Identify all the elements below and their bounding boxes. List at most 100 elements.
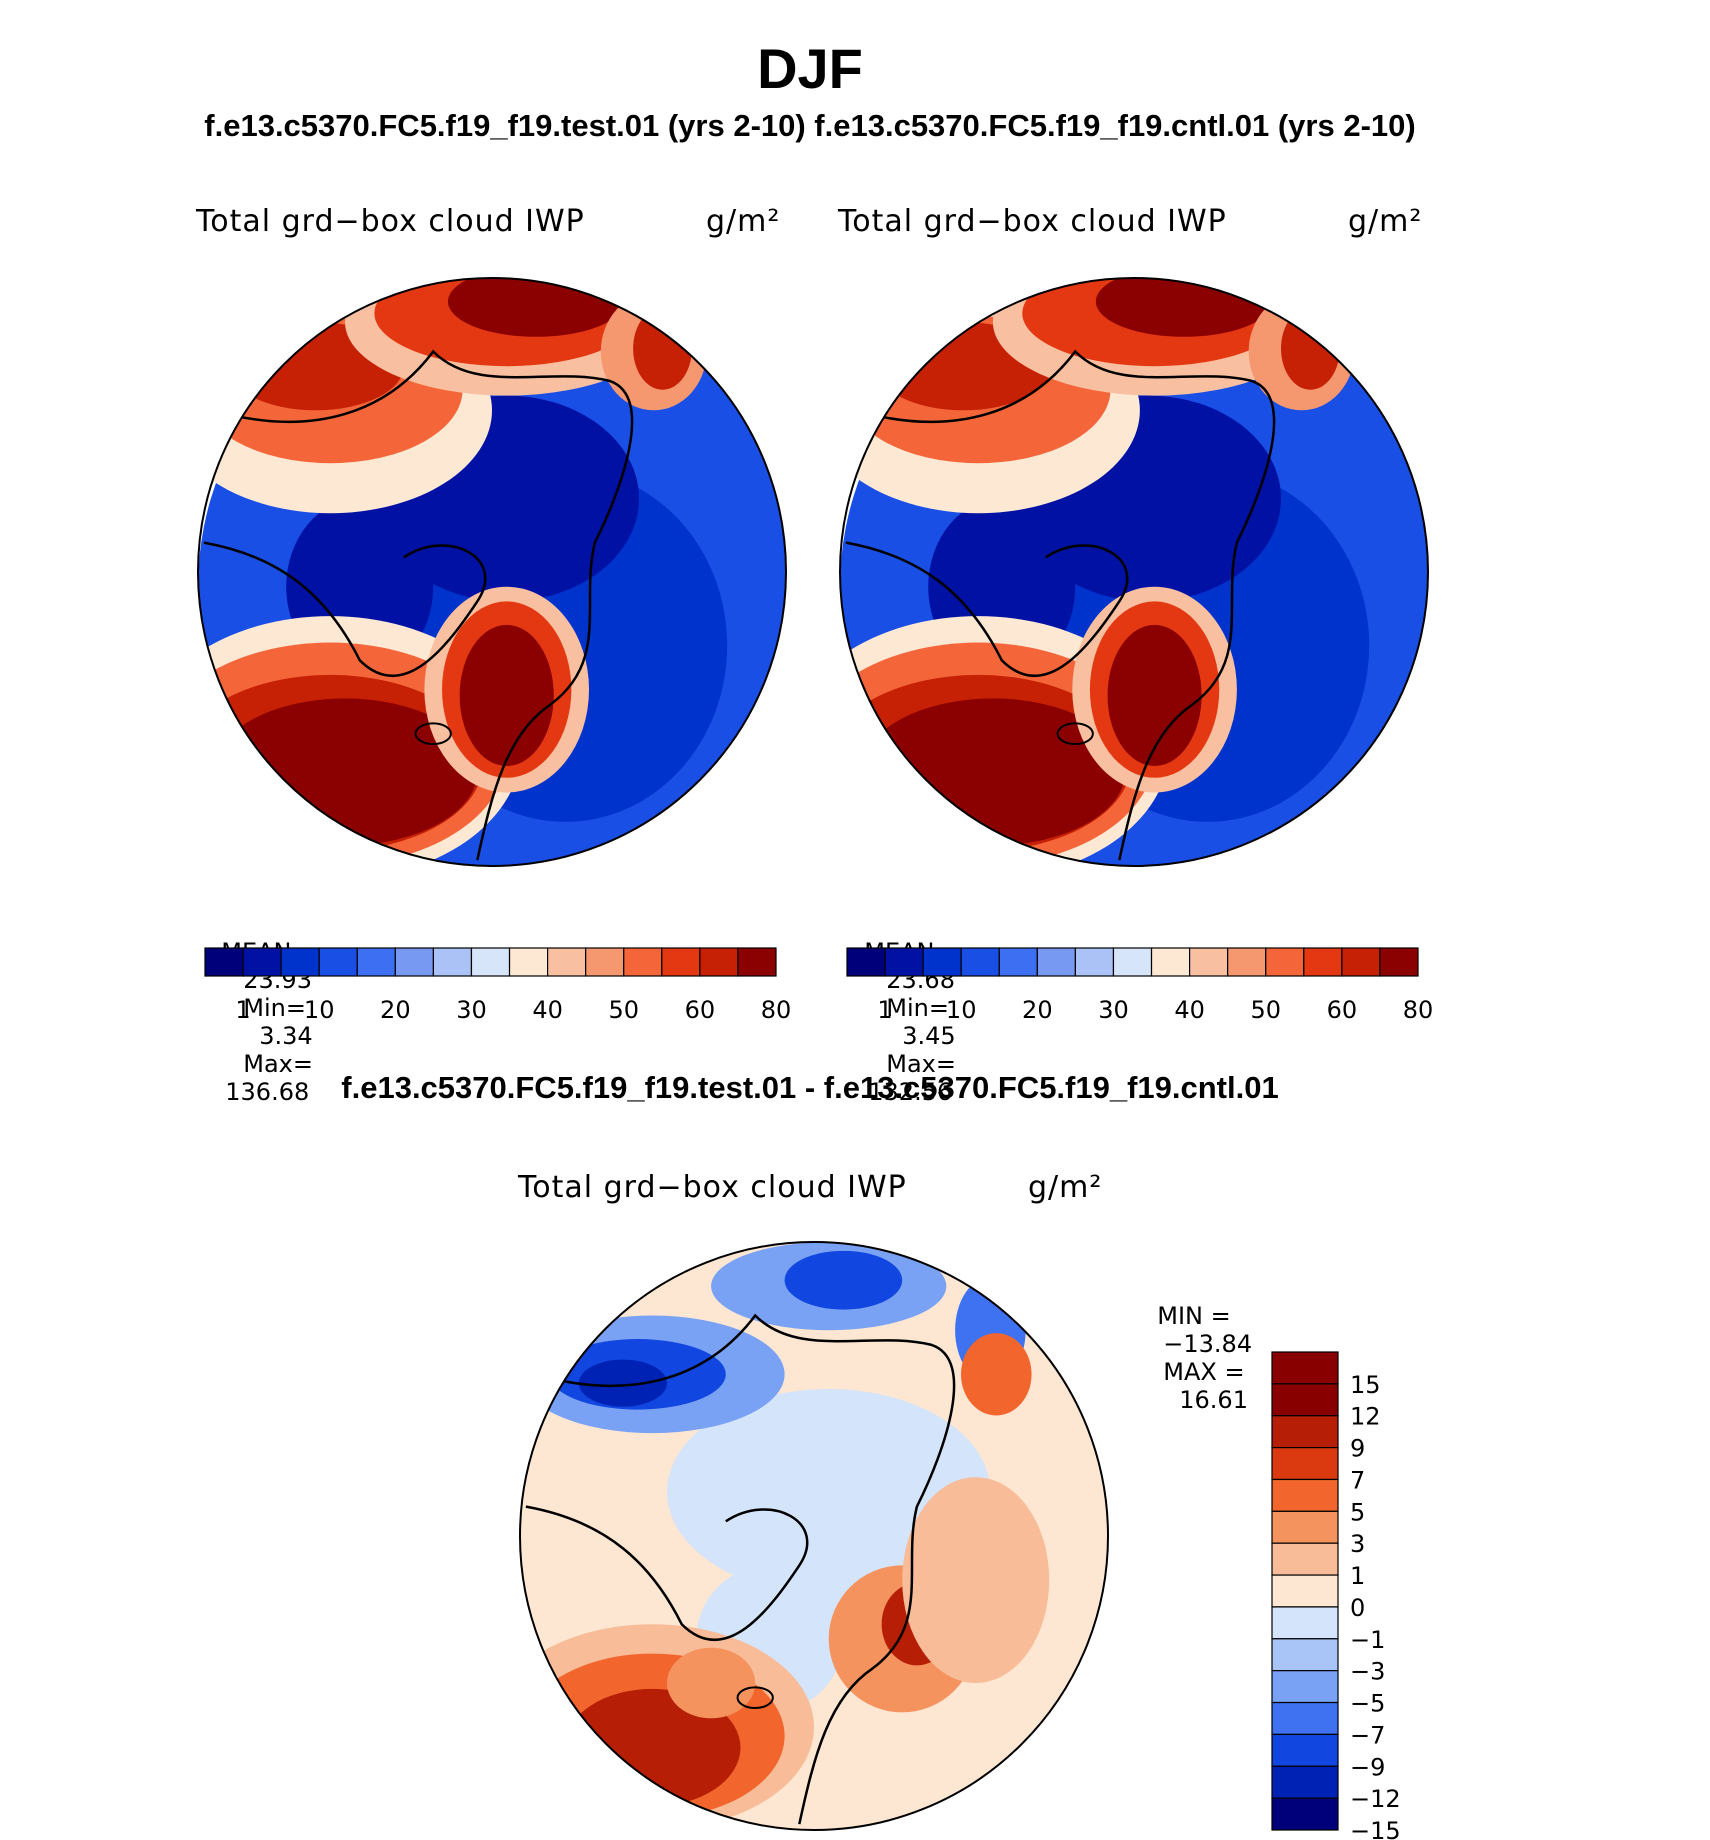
test-colorbar-box [470, 947, 511, 977]
control-colorbar-box [960, 947, 1000, 977]
test-coastline [212, 349, 634, 861]
test-panel-units: g/m² [706, 204, 781, 239]
difference-colorbar-box [1271, 1574, 1339, 1608]
difference-colorbar-tick-label: −7 [1350, 1721, 1385, 1749]
diff-contour-region [784, 1250, 903, 1310]
control-colorbar-tick-label: 80 [1403, 996, 1434, 1024]
diff-coastline [525, 1505, 809, 1641]
control-colorbar-tick-label: 40 [1174, 996, 1205, 1024]
difference-panel-title: Total grd−box cloud IWP [518, 1170, 907, 1205]
page-title: DJF [757, 37, 863, 100]
test-contour-region [459, 624, 554, 767]
difference-colorbar-tick-label: −1 [1350, 1626, 1385, 1654]
difference-colorbar-tick-label: 12 [1350, 1403, 1381, 1431]
difference-min-label: MIN = [1157, 1302, 1231, 1330]
control-colorbar-box [1188, 947, 1229, 977]
control-panel-title: Total grd−box cloud IWP [838, 204, 1227, 239]
difference-colorbar-tick-label: −3 [1350, 1658, 1385, 1686]
test-max-label: Max= [243, 1050, 313, 1078]
control-colorbar-box [922, 947, 962, 977]
ctrl-coastline [854, 349, 1276, 861]
difference-stats: MIN = −13.84 MAX = 16.61 [1142, 1274, 1252, 1414]
difference-colorbar-box [1271, 1670, 1339, 1704]
test-colorbar-box [508, 947, 549, 977]
test-colorbar-box [242, 947, 282, 977]
difference-colorbar-tick-label: −5 [1350, 1690, 1385, 1718]
control-max-label: Max= [886, 1050, 956, 1078]
test-colorbar-box [394, 947, 435, 977]
test-colorbar-box [661, 947, 701, 977]
difference-colorbar-box [1271, 1638, 1339, 1672]
test-colorbar-box [623, 947, 663, 977]
control-min-value: 3.45 [902, 1022, 956, 1050]
difference-colorbar-box [1271, 1351, 1339, 1385]
diff-iceland-outline [736, 1686, 774, 1709]
test-colorbar-tick-label: 10 [304, 996, 335, 1024]
test-colorbar-box [280, 947, 320, 977]
test-colorbar-tick-label: 60 [685, 996, 716, 1024]
diff-map-border [519, 1241, 1109, 1831]
difference-colorbar-tick-label: 7 [1350, 1466, 1365, 1494]
difference-colorbar-tick-label: 5 [1350, 1498, 1365, 1526]
difference-colorbar-box [1271, 1415, 1339, 1449]
control-colorbar-tick-label: 20 [1022, 996, 1053, 1024]
test-coastline [203, 541, 487, 677]
test-colorbar-box [737, 947, 777, 977]
ctrl-contour-region [1107, 624, 1202, 767]
ctrl-coastline [845, 541, 1129, 677]
page-subtitle: f.e13.c5370.FC5.f19_f19.test.01 (yrs 2-1… [204, 108, 1416, 143]
difference-colorbar-box [1271, 1383, 1339, 1417]
diff-coastline [534, 1313, 956, 1825]
diff-contour-region [578, 1359, 668, 1407]
test-iceland-outline [414, 722, 452, 745]
diff-contour-region [902, 1477, 1050, 1683]
control-colorbar-box [846, 947, 886, 977]
test-colorbar-tick-label: 80 [761, 996, 792, 1024]
test-contour-region [447, 278, 625, 337]
difference-colorbar-tick-label: −9 [1350, 1753, 1385, 1781]
control-colorbar-tick-label: 30 [1098, 996, 1129, 1024]
test-colorbar-box [204, 947, 244, 977]
difference-colorbar-box [1271, 1765, 1339, 1799]
difference-colorbar-tick-label: 0 [1350, 1594, 1365, 1622]
test-colorbar-box [585, 947, 625, 977]
control-colorbar-box [1341, 947, 1381, 977]
control-colorbar-tick-label: 60 [1327, 996, 1358, 1024]
difference-colorbar-tick-label: −15 [1350, 1817, 1401, 1840]
control-colorbar-tick-label: 10 [946, 996, 977, 1024]
control-colorbar-tick-label: 50 [1250, 996, 1281, 1024]
test-colorbar-box [546, 947, 587, 977]
test-colorbar-box [318, 947, 358, 977]
difference-colorbar-tick-label: 3 [1350, 1530, 1365, 1558]
difference-colorbar-box [1271, 1478, 1339, 1512]
test-colorbar-box [356, 947, 396, 977]
control-min-label: Min= [886, 994, 949, 1022]
test-colorbar-box [699, 947, 739, 977]
diff-map [520, 1242, 1108, 1830]
test-colorbar-tick-label: 30 [456, 996, 487, 1024]
test-panel-title: Total grd−box cloud IWP [196, 204, 585, 239]
difference-colorbar-box [1271, 1701, 1339, 1735]
difference-max-value: 16.61 [1179, 1386, 1248, 1414]
control-colorbar-box [1303, 947, 1343, 977]
test-min-value: 3.34 [259, 1022, 313, 1050]
ctrl-iceland-outline [1056, 722, 1094, 745]
control-panel-units: g/m² [1348, 204, 1423, 239]
diff-contour-region [961, 1333, 1032, 1416]
control-colorbar-box [1112, 947, 1153, 977]
difference-colorbar-tick-label: 15 [1350, 1371, 1381, 1399]
control-colorbar-box [1379, 947, 1419, 977]
test-min-label: Min= [243, 994, 306, 1022]
test-map [198, 278, 786, 866]
control-colorbar-box [1227, 947, 1267, 977]
difference-title: f.e13.c5370.FC5.f19_f19.test.01 - f.e13.… [341, 1070, 1279, 1105]
control-colorbar-box [1036, 947, 1077, 977]
test-colorbar-tick-label: 40 [532, 996, 563, 1024]
difference-max-label: MAX = [1163, 1358, 1245, 1386]
difference-colorbar-box [1271, 1797, 1339, 1831]
ctrl-contour-region [1281, 307, 1340, 390]
control-colorbar-tick-label: 1 [877, 996, 892, 1024]
control-colorbar-box [998, 947, 1038, 977]
test-max-value: 136.68 [225, 1078, 310, 1106]
